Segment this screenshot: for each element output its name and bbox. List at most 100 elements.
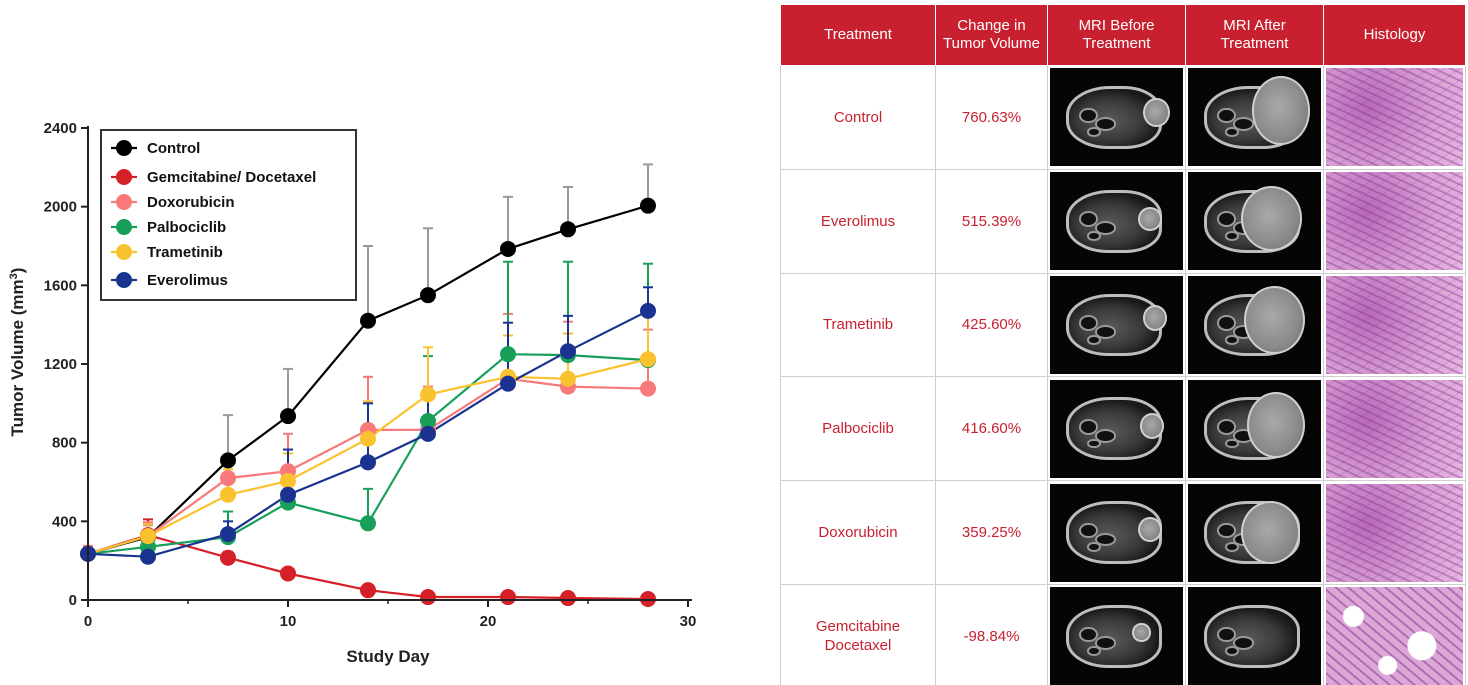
data-point (280, 408, 296, 425)
mri-before-cell (1047, 583, 1186, 685)
legend-marker (116, 219, 132, 235)
mri-before-cell (1047, 272, 1186, 378)
mri-organ (1087, 334, 1101, 345)
header-mri-before-treatment: MRI Before Treatment (1047, 4, 1186, 66)
mri-after-cell (1185, 272, 1324, 378)
mri-before-image (1050, 379, 1183, 478)
mri-after-image (1188, 379, 1321, 478)
mri-organ (1225, 334, 1239, 345)
data-point (140, 528, 156, 545)
data-point (420, 386, 436, 403)
data-point (220, 526, 236, 543)
mri-tumor (1241, 185, 1303, 251)
histology-cell (1323, 480, 1466, 585)
table-row: Doxorubicin 359.25% (780, 480, 1466, 585)
mri-organ (1095, 221, 1117, 235)
mri-after-cell (1185, 168, 1324, 274)
mri-organ (1095, 324, 1117, 339)
mri-after-image (1188, 483, 1321, 582)
table-row: Everolimus 515.39% (780, 168, 1466, 274)
change-cell: -98.84% (935, 583, 1048, 685)
mri-organ (1217, 522, 1236, 539)
header-mri-after-treatment: MRI After Treatment (1185, 4, 1324, 66)
legend-marker (116, 140, 132, 156)
data-point (280, 565, 296, 582)
y-tick-label: 400 (52, 513, 77, 530)
mri-after-image (1188, 275, 1321, 374)
mri-organ (1087, 230, 1101, 241)
mri-organ (1225, 646, 1239, 656)
axes: 0 400 800 1200 1600 2000 2400 0 10 20 30 Study Day T… (8, 120, 696, 666)
data-point (640, 380, 656, 397)
data-point (420, 287, 436, 304)
histology-image (1326, 172, 1463, 271)
data-point (220, 549, 236, 566)
mri-organ (1217, 626, 1236, 643)
data-point (420, 425, 436, 442)
mri-tumor (1137, 207, 1162, 231)
results-table: Treatment Change in Tumor Volume MRI Befo… (780, 4, 1466, 685)
y-tick-label: 2400 (44, 120, 77, 137)
mri-organ (1225, 542, 1239, 553)
table-row: Palbociclib 416.60% (780, 376, 1466, 482)
mri-organ (1225, 127, 1239, 137)
mri-organ (1095, 428, 1117, 443)
mri-organ (1095, 532, 1117, 547)
y-tick-label: 2000 (44, 199, 77, 216)
histology-cell (1323, 168, 1466, 274)
mri-before-cell (1047, 480, 1186, 585)
mri-before-image (1050, 483, 1183, 582)
table-row: Trametinib 425.60% (780, 272, 1466, 378)
mri-tumor (1143, 97, 1170, 128)
treatment-cell: Palbociclib (780, 376, 936, 482)
data-point (560, 370, 576, 387)
mri-tumor (1246, 391, 1306, 459)
data-point (640, 197, 656, 214)
mri-organ (1079, 522, 1098, 539)
mri-organ (1095, 117, 1117, 132)
y-tick-label: 1200 (44, 356, 77, 373)
x-axis-title: Study Day (346, 647, 430, 666)
change-cell: 515.39% (935, 168, 1048, 274)
table-row: Gemcitabine Docetaxel -98.84% (780, 583, 1466, 685)
mri-after-image (1188, 587, 1321, 685)
x-tick-label: 20 (480, 613, 497, 630)
mri-before-cell (1047, 376, 1186, 482)
mri-organ (1079, 315, 1098, 331)
legend-marker (116, 169, 132, 185)
data-point (360, 515, 376, 532)
mri-after-image (1188, 68, 1321, 167)
data-point (280, 473, 296, 490)
histology-cell (1323, 65, 1466, 170)
data-point (220, 470, 236, 487)
legend-entry: Doxorubicin (147, 194, 235, 211)
mri-organ (1079, 418, 1098, 435)
mri-organ (1079, 626, 1098, 643)
data-point (640, 302, 656, 319)
results-table-panel: Treatment Change in Tumor Volume MRI Befo… (780, 4, 1466, 685)
legend-entry: Palbociclib (147, 219, 226, 236)
legend-entry: Control (147, 140, 200, 157)
mri-organ (1225, 230, 1239, 241)
mri-before-image (1050, 587, 1183, 685)
legend-entry: Everolimus (147, 272, 228, 289)
data-point (420, 589, 436, 606)
data-point (560, 221, 576, 238)
mri-after-cell (1185, 583, 1324, 685)
x-tick-label: 0 (84, 613, 92, 630)
treatment-cell: Everolimus (780, 168, 936, 274)
mri-after-cell (1185, 65, 1324, 170)
mri-organ (1087, 127, 1101, 137)
y-tick-label: 800 (52, 435, 77, 452)
data-point (360, 312, 376, 329)
x-tick-label: 30 (680, 613, 697, 630)
legend-entry: Trametinib (147, 244, 223, 261)
histology-image (1326, 68, 1463, 167)
mri-tumor (1243, 285, 1306, 355)
histology-image (1326, 483, 1463, 582)
mri-after-cell (1185, 480, 1324, 585)
table-row: Control 760.63% (780, 65, 1466, 170)
mri-organ (1217, 315, 1236, 331)
mri-organ (1233, 636, 1255, 651)
x-tick-label: 10 (280, 613, 297, 630)
